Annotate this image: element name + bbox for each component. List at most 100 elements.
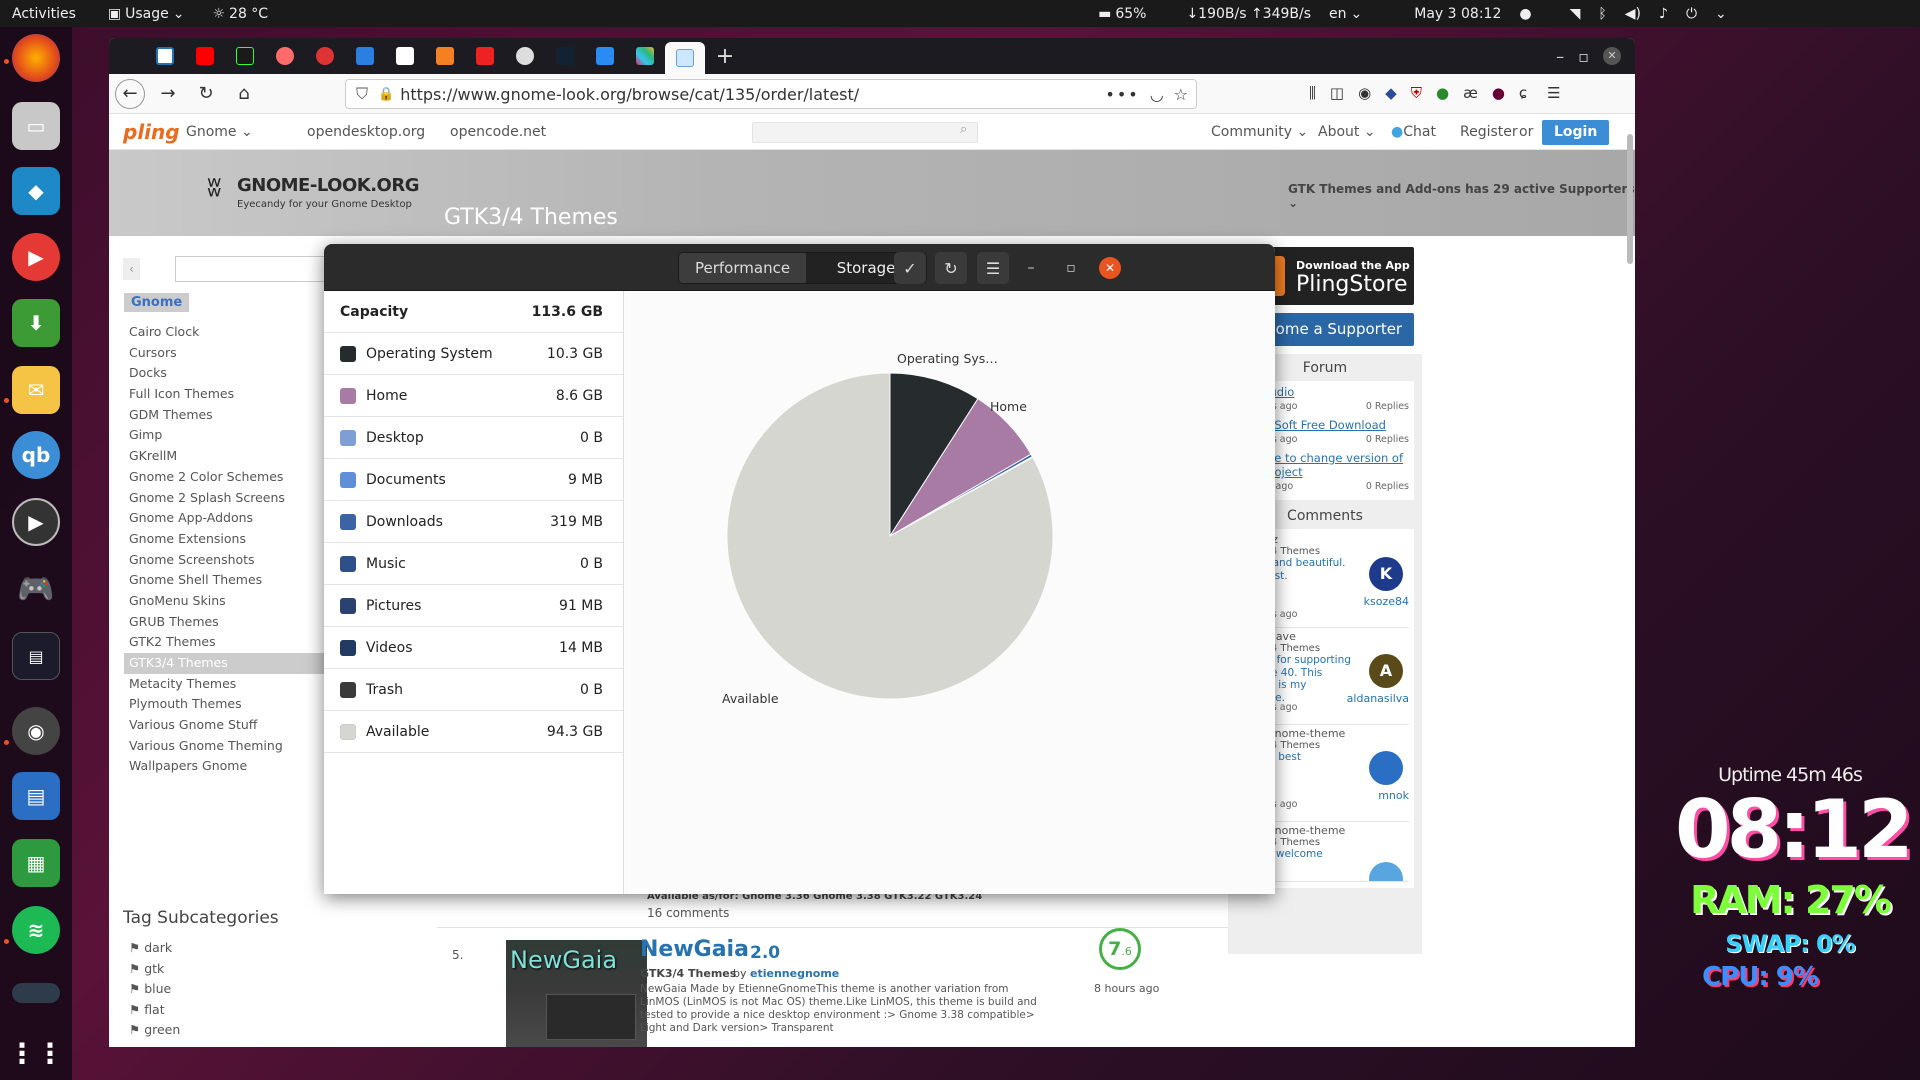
- tag-item[interactable]: ⚑ blue: [129, 981, 180, 1002]
- files-icon[interactable]: ▭: [12, 102, 60, 150]
- sidebar-category[interactable]: Gnome Shell Themes4: [124, 570, 340, 591]
- tab-slack[interactable]: [625, 41, 665, 71]
- user-avatar[interactable]: A: [1369, 654, 1403, 688]
- link-opendesktop[interactable]: opendesktop.org: [307, 123, 426, 140]
- sidebar-category[interactable]: GTK2 Themes36: [124, 632, 340, 653]
- site-search-input[interactable]: [752, 122, 978, 143]
- sidebar-category[interactable]: Gnome Screenshots19: [124, 550, 340, 571]
- youtube-app-icon[interactable]: ▶: [12, 233, 60, 281]
- comment-username[interactable]: mnok: [1378, 789, 1409, 802]
- back-icon[interactable]: ←: [115, 78, 145, 109]
- gamepad-icon[interactable]: 🎮: [17, 571, 55, 607]
- storage-row[interactable]: Available 94.3 GB: [324, 711, 623, 753]
- tag-item[interactable]: ⚑ green: [129, 1022, 180, 1043]
- extension-dot-icon[interactable]: ●: [1491, 84, 1505, 102]
- storage-row[interactable]: Trash 0 B: [324, 669, 623, 711]
- extension-w-icon[interactable]: ◆: [1385, 84, 1397, 102]
- sidebar-category[interactable]: Various Gnome Stuff13: [124, 715, 340, 736]
- supporters-text[interactable]: GTK Themes and Add-ons has 29 active Sup…: [1288, 182, 1635, 210]
- sidebar-icon[interactable]: ◫: [1329, 84, 1345, 102]
- account-icon[interactable]: ◉: [1358, 84, 1372, 102]
- tab-r[interactable]: [385, 41, 425, 71]
- user-avatar[interactable]: [1369, 862, 1403, 881]
- forum-link[interactable]: WiperSoft Free Download: [1241, 418, 1386, 432]
- page-actions-icon[interactable]: •••: [1105, 84, 1140, 104]
- sidebar-category[interactable]: Various Gnome Theming: [124, 736, 324, 757]
- pie-slice[interactable]: [726, 372, 1054, 700]
- storage-row[interactable]: Home 8.6 GB: [324, 375, 623, 417]
- comment-username[interactable]: aldanasilva: [1346, 692, 1409, 705]
- check-icon[interactable]: ✓: [894, 252, 926, 284]
- calc-icon[interactable]: ▦: [12, 839, 60, 887]
- refresh-icon[interactable]: ↻: [935, 252, 967, 284]
- tab-stack[interactable]: [425, 41, 465, 71]
- user-avatar[interactable]: [1369, 751, 1403, 785]
- spotify-icon[interactable]: ≋: [12, 906, 60, 954]
- menu-icon[interactable]: ☰: [1547, 84, 1561, 102]
- sidebar-category[interactable]: GRUB Themes4: [124, 612, 340, 633]
- user-avatar[interactable]: K: [1369, 557, 1403, 591]
- extension-script-icon[interactable]: ɕ: [1518, 84, 1528, 102]
- sidebar-category[interactable]: GnoMenu Skins4: [124, 591, 340, 612]
- app-owl-icon[interactable]: ◉: [12, 707, 60, 755]
- url-bar[interactable]: ⛉ 🔒 https://www.gnome-look.org/browse/ca…: [345, 79, 1197, 109]
- tab-dash[interactable]: [545, 41, 585, 71]
- volume-icon[interactable]: ◀): [1624, 5, 1642, 22]
- community-menu[interactable]: Community ⌄: [1211, 123, 1309, 140]
- bookmark-star-icon[interactable]: ☆: [1173, 84, 1188, 104]
- tab-globe[interactable]: [505, 41, 545, 71]
- writer-icon[interactable]: ▤: [12, 772, 60, 820]
- tab-youtube[interactable]: [185, 41, 225, 71]
- comment-username[interactable]: ksoze84: [1363, 595, 1409, 608]
- tab-app[interactable]: [225, 41, 265, 71]
- power-icon[interactable]: ⏻: [1685, 5, 1698, 22]
- login-button[interactable]: Login: [1542, 120, 1610, 145]
- sidebar-category[interactable]: Gnome Extensions: [124, 529, 324, 550]
- activities-button[interactable]: Activities: [12, 5, 76, 22]
- dock-drive-icon[interactable]: [12, 983, 60, 1003]
- register-link[interactable]: Register: [1460, 123, 1518, 140]
- sidebar-category[interactable]: GKrellM: [124, 446, 324, 467]
- library-icon[interactable]: ⫼: [1309, 84, 1316, 102]
- extension-green-icon[interactable]: ●: [1436, 84, 1450, 102]
- bluetooth-icon[interactable]: ᛒ: [1598, 5, 1607, 22]
- tab-wordpress[interactable]: [145, 41, 185, 71]
- storage-row[interactable]: Operating System 10.3 GB: [324, 333, 623, 375]
- pie-slice[interactable]: [889, 372, 979, 538]
- sidebar-category[interactable]: Gimp2: [124, 425, 340, 446]
- sidebar-category[interactable]: Docks6: [124, 363, 340, 384]
- ublock-icon[interactable]: ⛨: [1410, 84, 1422, 102]
- tab-doc[interactable]: [345, 41, 385, 71]
- sidebar-category[interactable]: Cairo Clock2: [124, 322, 340, 343]
- tag-item[interactable]: ⚑ flat: [129, 1002, 180, 1023]
- usage-indicator[interactable]: ▣ Usage ⌄: [99, 6, 194, 22]
- gnome-dropdown[interactable]: Gnome ⌄: [186, 123, 253, 140]
- app-grid-icon[interactable]: ⋮⋮: [8, 1036, 64, 1070]
- terminal-icon[interactable]: ▤: [12, 632, 60, 680]
- maximize-icon[interactable]: ▫: [1066, 260, 1076, 276]
- battery-indicator[interactable]: ▬ 65%: [1089, 6, 1155, 22]
- storage-row[interactable]: Music 0 B: [324, 543, 623, 585]
- tab-gnome-look[interactable]: [665, 42, 705, 74]
- minimize-icon[interactable]: –: [1556, 46, 1565, 66]
- maximize-icon[interactable]: ▫: [1578, 46, 1589, 66]
- collapse-arrow-icon[interactable]: ‹: [123, 258, 140, 280]
- clock[interactable]: May 3 08:12: [1414, 5, 1502, 22]
- page-scrollbar[interactable]: [1627, 134, 1633, 264]
- tab-code[interactable]: [465, 41, 505, 71]
- mail-icon[interactable]: ✉: [12, 366, 60, 414]
- search-icon[interactable]: ⌕: [960, 122, 968, 137]
- wifi-icon[interactable]: ◥: [1569, 5, 1581, 22]
- home-icon[interactable]: ⌂: [238, 83, 250, 104]
- weather-indicator[interactable]: ☼ 28 °C: [203, 6, 277, 22]
- item-author[interactable]: etiennegnome: [750, 967, 840, 980]
- downloader-icon[interactable]: ⬇: [12, 299, 60, 347]
- sidebar-category[interactable]: Metacity Themes7: [124, 674, 340, 695]
- sidebar-category[interactable]: Full Icon Themes15: [124, 384, 340, 405]
- link-opencode[interactable]: opencode.net: [450, 123, 547, 140]
- language-indicator[interactable]: en ⌄: [1320, 6, 1371, 22]
- firefox-icon[interactable]: [12, 34, 60, 82]
- close-icon[interactable]: ✕: [1099, 257, 1121, 279]
- sidebar-category[interactable]: Plymouth Themes4: [124, 694, 340, 715]
- sidebar-heading[interactable]: Gnome: [124, 293, 190, 312]
